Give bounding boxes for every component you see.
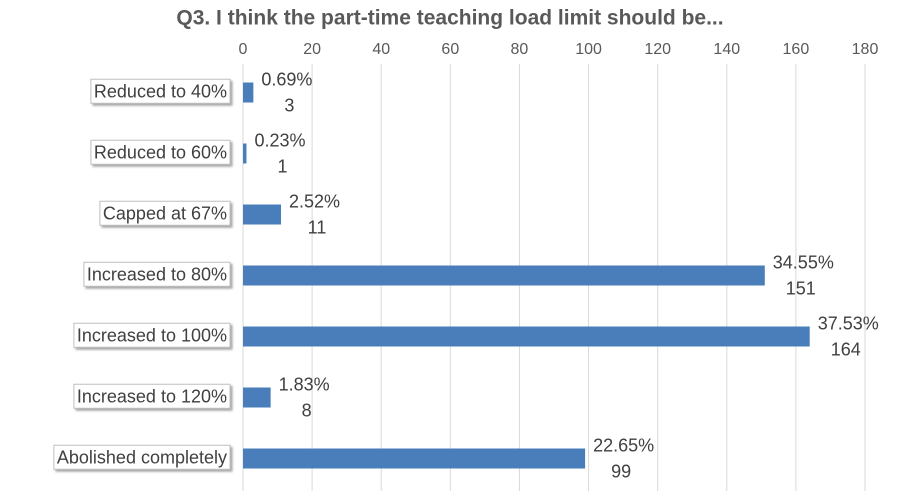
x-tick-label: 0 <box>239 41 248 58</box>
category-label-box <box>73 383 231 409</box>
category-label-box <box>83 261 231 287</box>
category-label: Reduced to 40% <box>94 81 227 101</box>
bar <box>243 204 282 225</box>
bar <box>243 387 271 408</box>
category-label-box <box>53 444 231 470</box>
count-label: 1 <box>277 156 287 176</box>
x-tick-label: 100 <box>575 41 602 58</box>
category-label: Abolished completely <box>57 447 227 467</box>
x-tick-label: 160 <box>783 41 810 58</box>
count-label: 164 <box>831 339 861 359</box>
category-label-box <box>90 78 231 104</box>
bar <box>243 265 765 286</box>
category-label: Increased to 120% <box>77 386 227 406</box>
category-label-box <box>99 200 231 226</box>
percent-label: 37.53% <box>818 313 879 333</box>
bar <box>243 448 586 469</box>
x-tick-label: 80 <box>511 41 529 58</box>
x-tick-label: 20 <box>303 41 321 58</box>
count-label: 8 <box>302 400 312 420</box>
x-tick-label: 120 <box>644 41 671 58</box>
count-label: 11 <box>308 217 327 237</box>
x-tick-label: 60 <box>441 41 459 58</box>
bar <box>243 143 247 164</box>
category-label-box <box>73 322 231 348</box>
percent-label: 0.23% <box>254 130 305 150</box>
percent-label: 22.65% <box>593 435 654 455</box>
category-label: Increased to 80% <box>87 264 227 284</box>
bar <box>243 326 810 347</box>
percent-label: 2.52% <box>289 191 340 211</box>
category-label: Increased to 100% <box>77 325 227 345</box>
x-tick-label: 40 <box>372 41 390 58</box>
x-tick-label: 140 <box>713 41 740 58</box>
percent-label: 0.69% <box>261 69 312 89</box>
percent-label: 1.83% <box>279 374 330 394</box>
category-label: Capped at 67% <box>103 203 227 223</box>
bar <box>243 82 254 103</box>
count-label: 99 <box>611 461 631 481</box>
count-label: 3 <box>284 95 294 115</box>
x-tick-label: 180 <box>852 41 879 58</box>
percent-label: 34.55% <box>773 252 834 272</box>
count-label: 151 <box>786 278 816 298</box>
category-label: Reduced to 60% <box>94 142 227 162</box>
category-label-box <box>90 139 231 165</box>
chart-title: Q3. I think the part-time teaching load … <box>176 7 723 30</box>
